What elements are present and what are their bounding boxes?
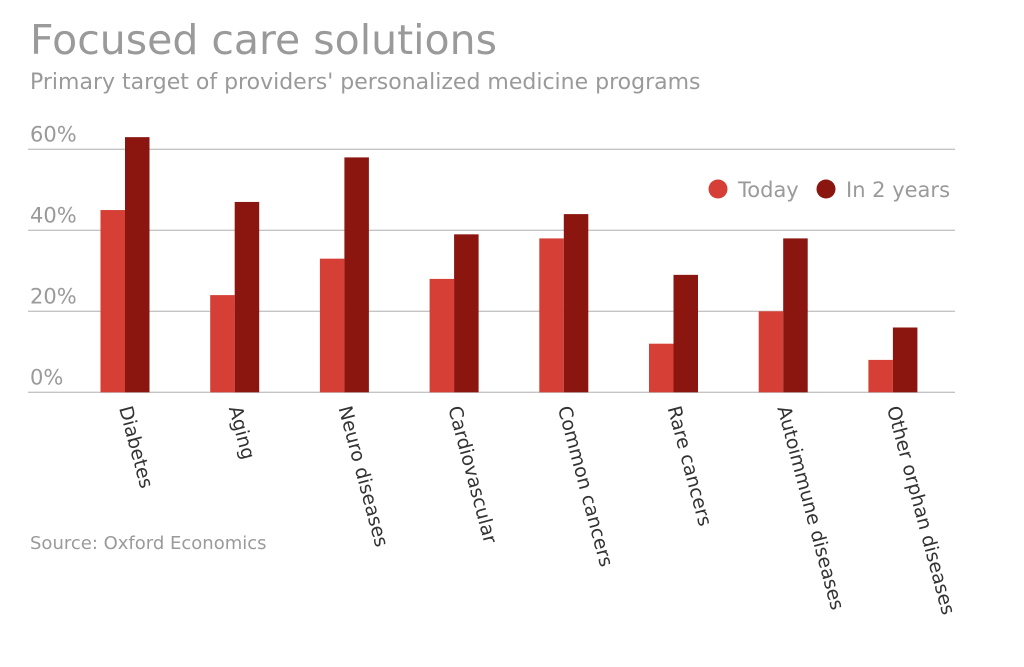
bar-today (319, 258, 345, 393)
category-label: Other orphan diseases (882, 404, 959, 618)
bar-today (649, 343, 674, 393)
legend-label: In 2 years (846, 178, 950, 202)
bar-in-2-years (454, 234, 479, 393)
bar-in-2-years (892, 327, 918, 393)
category-label: Autoimmune diseases (772, 404, 848, 613)
bar-in-2-years (783, 238, 808, 393)
bar-today (539, 238, 564, 393)
bar-today (758, 311, 784, 393)
bar-in-2-years (234, 201, 260, 393)
chart-source: Source: Oxford Economics (30, 533, 267, 554)
y-tick-label: 20% (30, 284, 77, 308)
chart-title: Focused care solutions (30, 16, 497, 64)
bar-today (868, 359, 893, 393)
y-tick-label: 40% (30, 203, 77, 227)
y-tick-label: 0% (30, 365, 63, 389)
bar-in-2-years (125, 137, 150, 393)
legend-label: Today (737, 178, 799, 202)
y-tick-label: 60% (30, 122, 77, 146)
category-label: Common cancers (553, 404, 617, 570)
bar-in-2-years (344, 157, 369, 393)
category-label: Diabetes (114, 404, 157, 491)
bar-today (210, 295, 235, 393)
category-label: Cardiovascular (443, 404, 501, 546)
category-label: Aging (224, 404, 259, 462)
legend-marker (708, 179, 728, 199)
bar-today (100, 210, 125, 393)
category-label: Rare cancers (663, 404, 716, 529)
chart-subtitle: Primary target of providers' personalize… (30, 70, 701, 95)
bar-today (429, 278, 455, 393)
bar-in-2-years (563, 214, 589, 393)
category-label: Neuro diseases (334, 404, 393, 550)
legend-marker (816, 179, 836, 199)
bar-in-2-years (673, 274, 698, 393)
